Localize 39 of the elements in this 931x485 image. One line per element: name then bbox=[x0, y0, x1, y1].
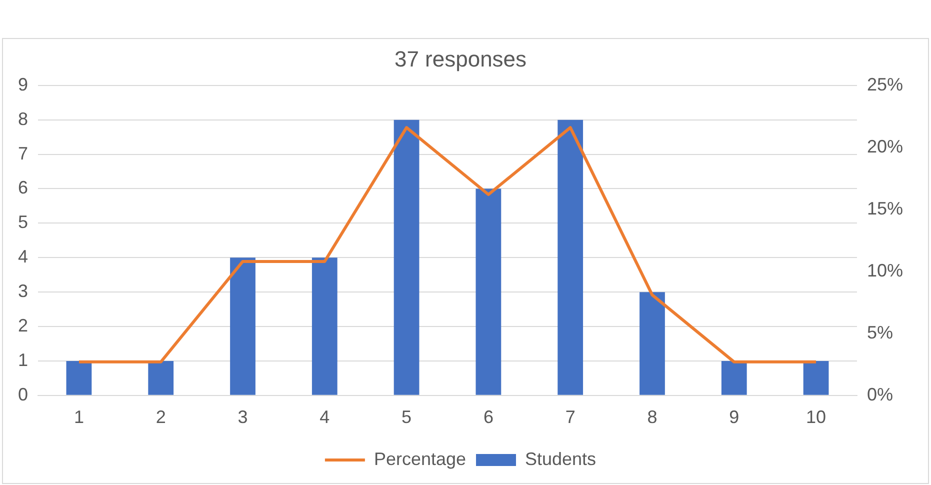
bar bbox=[230, 258, 256, 395]
y2-tick-label: 20% bbox=[866, 136, 904, 156]
bar bbox=[394, 120, 420, 395]
y-tick-label: 2 bbox=[18, 315, 28, 336]
x-tick-label: 8 bbox=[647, 407, 658, 428]
y-tick-label: 5 bbox=[18, 212, 28, 232]
y-tick-label: 8 bbox=[18, 108, 28, 129]
y-tick-label: 4 bbox=[18, 246, 28, 267]
y-tick-label: 9 bbox=[18, 74, 28, 94]
y2-tick-label: 5% bbox=[866, 322, 893, 342]
x-tick-label: 6 bbox=[483, 407, 494, 428]
y2-tick-label: 15% bbox=[866, 198, 904, 218]
x-tick-label: 1 bbox=[74, 407, 84, 428]
x-tick-label: 9 bbox=[729, 407, 740, 428]
x-tick-label: 3 bbox=[238, 407, 248, 428]
bar bbox=[66, 360, 92, 395]
bar bbox=[640, 292, 665, 395]
y-tick-label: 7 bbox=[18, 143, 28, 164]
y2-tick-label: 0% bbox=[866, 384, 893, 404]
bar bbox=[558, 120, 584, 395]
y-tick-label: 3 bbox=[18, 281, 28, 302]
y2-tick-label: 10% bbox=[866, 260, 904, 280]
chart-title: 37 responses bbox=[394, 46, 527, 72]
x-tick-label: 2 bbox=[156, 407, 166, 428]
y-tick-label: 6 bbox=[18, 178, 28, 198]
x-tick-label: 5 bbox=[402, 407, 412, 428]
y-tick-label: 0 bbox=[18, 384, 28, 404]
bar bbox=[476, 188, 502, 395]
x-tick-label: 4 bbox=[320, 407, 330, 428]
legend-label: Percentage bbox=[374, 448, 466, 469]
y2-tick-label: 25% bbox=[866, 74, 904, 94]
y-tick-label: 1 bbox=[18, 350, 28, 370]
legend-label: Students bbox=[525, 448, 596, 469]
x-tick-label: 10 bbox=[806, 407, 826, 428]
bar bbox=[721, 360, 747, 395]
bar bbox=[803, 360, 829, 395]
x-tick-label: 7 bbox=[565, 407, 576, 428]
bar bbox=[312, 258, 338, 395]
bar bbox=[148, 360, 174, 395]
